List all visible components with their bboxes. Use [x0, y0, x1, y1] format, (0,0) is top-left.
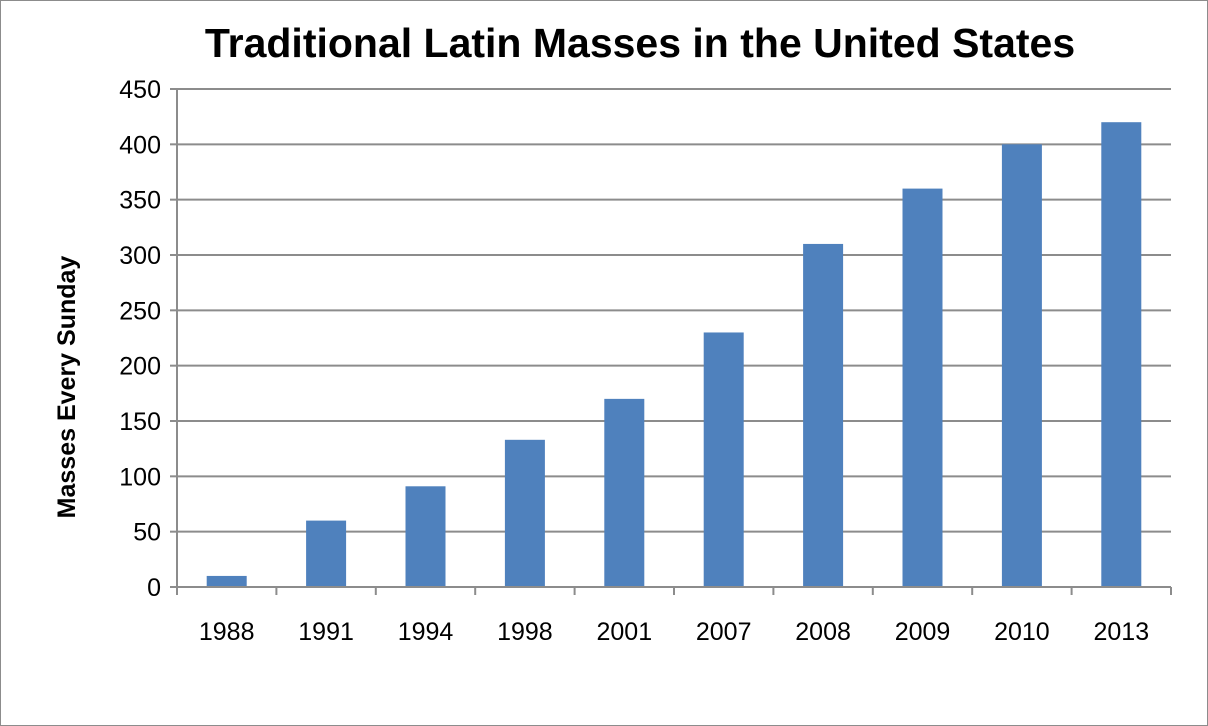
x-tick-label: 1988	[199, 618, 255, 646]
bar	[405, 486, 446, 587]
y-axis-title: Masses Every Sunday	[53, 256, 81, 519]
y-tick-label: 200	[119, 353, 161, 381]
bar	[1001, 144, 1042, 588]
bar	[1101, 122, 1142, 587]
y-tick-label: 50	[133, 519, 161, 547]
bar	[206, 575, 247, 587]
x-tick-label: 2008	[795, 618, 851, 646]
y-tick-labels: 0 50 100 150 200 250 300 350 400 450	[119, 76, 161, 602]
y-tick-label: 400	[119, 131, 161, 159]
x-tick-label: 2009	[895, 618, 951, 646]
bar	[306, 520, 347, 587]
x-tick-labels: 1988 1991 1994 1998 2001 2007 2008 2009 2010 2013	[199, 618, 1149, 646]
x-tick-label: 2010	[994, 618, 1050, 646]
y-tick-label: 100	[119, 463, 161, 491]
x-tick-label: 1998	[497, 618, 553, 646]
y-tick-label: 150	[119, 408, 161, 436]
chart-title: Traditional Latin Masses in the United S…	[204, 20, 1076, 66]
axes	[170, 88, 1172, 595]
bars	[206, 122, 1142, 588]
bar	[703, 332, 744, 587]
x-tick-label: 2007	[696, 618, 752, 646]
x-tick-label: 2001	[596, 618, 652, 646]
x-tick-label: 1994	[398, 618, 454, 646]
y-tick-label: 350	[119, 187, 161, 215]
y-tick-label: 250	[119, 297, 161, 325]
bar	[504, 439, 545, 587]
x-tick-label: 1991	[298, 618, 354, 646]
y-tick-label: 0	[147, 574, 161, 602]
bar	[803, 243, 844, 587]
bar	[902, 188, 943, 587]
y-tick-label: 300	[119, 242, 161, 270]
x-tick-label: 2013	[1093, 618, 1149, 646]
bar	[604, 398, 645, 587]
y-tick-label: 450	[119, 76, 161, 104]
